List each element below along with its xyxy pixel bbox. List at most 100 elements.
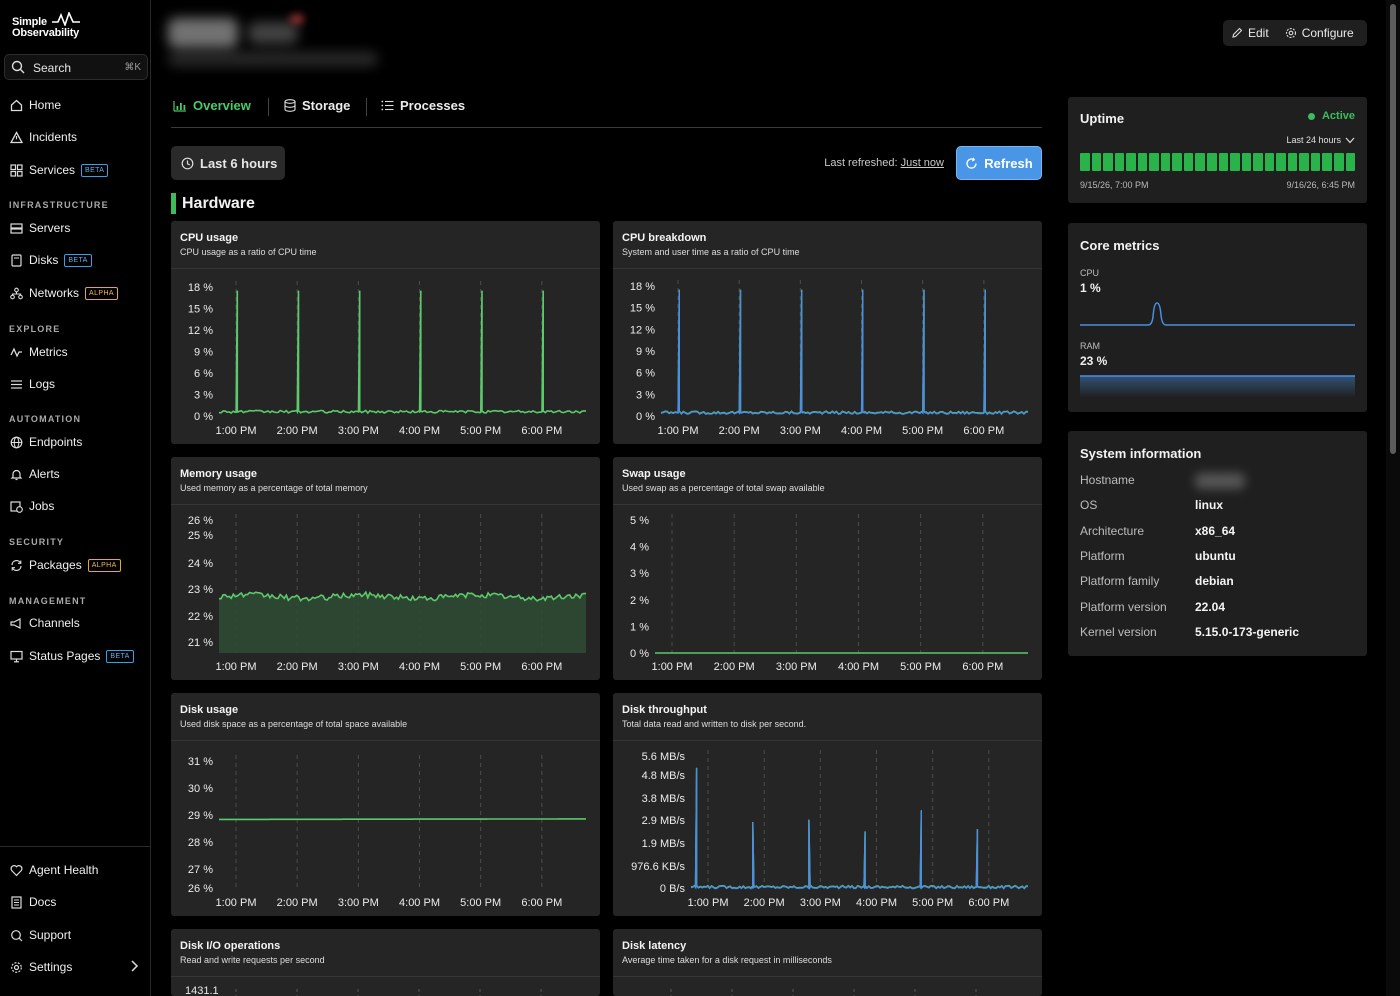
uptime-bar[interactable] [1160,153,1171,171]
sidebar-item-alerts[interactable]: Alerts [9,464,60,484]
uptime-bar[interactable] [1091,153,1102,171]
sidebar-label-logs: Logs [29,377,56,391]
uptime-range-dropdown[interactable]: Last 24 hours [1286,135,1355,145]
scrollbar-thumb[interactable] [1390,4,1396,454]
x-tick-label: 6:00 PM [521,897,562,909]
x-tick-label: 5:00 PM [460,897,501,909]
x-tick-label: 5:00 PM [460,425,501,437]
time-range-button[interactable]: Last 6 hours [171,146,285,180]
edit-label: Edit [1248,26,1269,40]
sidebar-item-endpoints[interactable]: Endpoints [9,432,82,452]
x-tick-label: 2:00 PM [744,897,785,909]
memory-usage-chart[interactable]: 26 % 25 % 24 % 23 % 22 % 21 %1:00 PM 2:00 PM 3:… [171,505,600,680]
uptime-bar[interactable] [1126,153,1136,171]
disk-io-chart[interactable]: 1431.1 [171,977,600,996]
y-tick-label: 0 % [194,411,213,423]
system-info-value: ubuntu [1195,548,1236,563]
monitor-icon [9,649,23,663]
system-info-key: Platform family [1080,574,1160,589]
uptime-bar[interactable] [1137,153,1148,171]
disk-usage-chart[interactable]: 31 % 30 % 29 % 28 % 27 % 26 %1:00 PM 2:00 PM 3:… [171,741,600,916]
tab-processes-label: Processes [400,98,466,113]
database-icon [284,99,296,112]
sidebar-item-packages[interactable]: Packages ALPHA [9,555,121,575]
system-info-row: Platform version 22.04 [1080,600,1355,618]
sidebar-item-metrics[interactable]: Metrics [9,342,68,362]
sidebar-item-channels[interactable]: Channels [9,613,80,633]
tab-processes[interactable]: Processes [381,98,465,113]
logo[interactable]: Simple Observability [12,12,102,42]
system-info-title: System information [1080,446,1202,461]
uptime-bar[interactable] [1264,153,1275,171]
uptime-bar[interactable] [1195,153,1206,171]
gear-icon [1285,27,1296,39]
chevron-right-icon[interactable] [129,959,139,973]
cpu-usage-chart[interactable]: 18 % 15 % 12 % 9 % 6 % 3 % 0 %1:00 PM 2:00 PM 3:… [171,269,600,444]
sidebar-item-status-pages[interactable]: Status Pages BETA [9,646,134,666]
sidebar-item-servers[interactable]: Servers [9,218,70,238]
sidebar-item-networks[interactable]: Networks ALPHA [9,283,118,303]
uptime-bar[interactable] [1172,153,1182,171]
sidebar-item-settings[interactable]: Settings [9,957,72,977]
uptime-bar[interactable] [1149,153,1159,171]
chart-title: Disk throughput [622,704,707,716]
document-icon [9,895,23,909]
tab-storage[interactable]: Storage [284,98,350,113]
swap-usage-chart[interactable]: 5 % 4 % 3 % 2 % 1 % 0 %1:00 PM 2:00 PM 3:00 PM 4… [613,505,1042,680]
sidebar-item-agent-health[interactable]: Agent Health [9,860,98,880]
scrollbar[interactable] [1386,0,1400,996]
uptime-bar[interactable] [1310,153,1321,171]
x-tick-label: 4:00 PM [399,661,440,673]
last-refreshed-value[interactable]: Just now [900,157,944,169]
sidebar-item-support[interactable]: Support [9,925,71,945]
system-info-key: OS [1080,498,1098,513]
tab-overview[interactable]: Overview [173,98,251,113]
series-line [218,590,587,602]
edit-button[interactable]: Edit [1223,26,1277,40]
uptime-bar[interactable] [1322,153,1333,171]
cpu-breakdown-chart[interactable]: 18 % 15 % 12 % 9 % 6 % 3 % 0 %1:00 PM 2:00 PM 3:… [613,269,1042,444]
uptime-bar[interactable] [1183,153,1194,171]
sidebar-item-incidents[interactable]: Incidents [9,127,77,147]
uptime-bar[interactable] [1218,153,1229,171]
uptime-bar[interactable] [1253,153,1263,171]
x-tick-label: 2:00 PM [277,897,318,909]
uptime-bar[interactable] [1207,153,1217,171]
refresh-button[interactable]: Refresh [956,146,1042,180]
system-info-row: Platform ubuntu [1080,549,1355,567]
sidebar-item-logs[interactable]: Logs [9,374,55,394]
uptime-bar[interactable] [1276,153,1286,171]
series-line [218,290,587,415]
system-info-key: Hostname [1080,473,1135,487]
uptime-bar[interactable] [1114,153,1125,171]
sidebar-item-home[interactable]: Home [9,95,61,115]
y-tick-label: 5.6 MB/s [642,751,686,763]
uptime-bar[interactable] [1334,153,1344,171]
chart-subtitle: Used memory as a percentage of total mem… [180,483,368,493]
y-tick-label: 23 % [188,584,213,596]
uptime-bar[interactable] [1230,153,1240,171]
chart-subtitle: Average time taken for a disk request in… [622,955,832,965]
sidebar-item-jobs[interactable]: Jobs [9,496,54,516]
y-tick-label: 2 % [630,595,649,607]
uptime-bar[interactable] [1299,153,1309,171]
sidebar-label-disks: Disks [29,253,59,267]
disk-latency-chart[interactable] [613,977,1042,996]
uptime-bar[interactable] [1345,153,1356,171]
sidebar-item-disks[interactable]: Disks BETA [9,250,92,270]
alpha-badge: ALPHA [85,286,118,300]
uptime-bar[interactable] [1080,153,1090,171]
sidebar-label-alerts: Alerts [29,467,60,481]
disk-throughput-chart[interactable]: 5.6 MB/s 4.8 MB/s 3.8 MB/s 2.9 MB/s 1.9 MB/s… [613,741,1042,916]
ram-sparkline [1080,375,1355,397]
sidebar-item-services[interactable]: Services BETA [9,160,109,180]
uptime-bar[interactable] [1103,153,1113,171]
chart-title: Disk latency [622,940,687,952]
uptime-bar[interactable] [1241,153,1252,171]
uptime-bar[interactable] [1287,153,1298,171]
sidebar-item-docs[interactable]: Docs [9,892,56,912]
search-box[interactable]: Search ⌘K [4,54,148,80]
uptime-title: Uptime [1080,111,1125,126]
system-info-key: Platform version [1080,599,1167,614]
configure-button[interactable]: Configure [1277,26,1362,40]
